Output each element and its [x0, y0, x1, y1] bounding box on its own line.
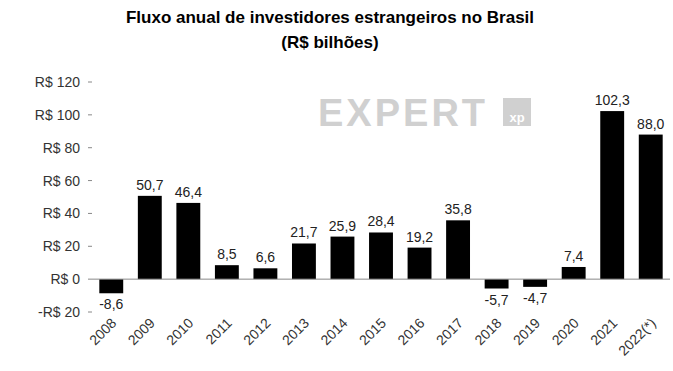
y-tick	[88, 246, 92, 247]
x-tick-label: 2008	[86, 315, 119, 348]
x-tick-label: 2015	[356, 315, 389, 348]
title: Fluxo anual de investidores estrangeiros…	[126, 8, 534, 27]
data-label: -4,7	[523, 290, 547, 306]
x-tick-label: 2022(*)	[615, 315, 659, 359]
bar	[253, 268, 277, 279]
y-tick	[88, 114, 92, 115]
bar	[99, 279, 123, 293]
bar	[446, 220, 470, 279]
data-label: 6,6	[256, 249, 276, 265]
x-tick-label: 2021	[587, 315, 620, 348]
y-tick	[88, 279, 92, 280]
y-tick-label: R$ 100	[35, 107, 80, 123]
x-tick-label: 2016	[394, 315, 427, 348]
y-tick	[88, 147, 92, 148]
x-tick-label: 2010	[163, 315, 196, 348]
data-label: -8,6	[99, 296, 123, 312]
bar	[215, 265, 239, 279]
data-label: 21,7	[290, 224, 317, 240]
data-label: 19,2	[406, 229, 433, 245]
data-label: 35,8	[444, 201, 471, 217]
x-tick-label: 2020	[548, 315, 581, 348]
y-tick	[88, 82, 92, 83]
data-label: 88,0	[637, 116, 664, 132]
chart: Fluxo anual de investidores estrangeiros…	[0, 0, 673, 371]
bar	[292, 243, 316, 279]
bar	[138, 196, 162, 279]
bar	[639, 135, 663, 280]
x-tick-label: 2014	[317, 315, 350, 348]
data-label: 8,5	[217, 246, 237, 262]
y-tick-label: -R$ 20	[38, 304, 80, 320]
watermark: EXPERT	[318, 92, 488, 134]
bar	[408, 248, 432, 280]
x-axis	[92, 279, 670, 280]
bar	[562, 267, 586, 279]
bar	[485, 279, 509, 288]
bars	[99, 111, 662, 293]
data-label: 25,9	[329, 218, 356, 234]
bar	[176, 203, 200, 279]
bar	[523, 279, 547, 287]
data-label: -5,7	[485, 292, 509, 308]
bar	[600, 111, 624, 279]
x-tick-label: 2017	[433, 315, 466, 348]
x-tick-label: 2009	[125, 315, 158, 348]
data-label: 7,4	[564, 248, 584, 264]
y-tick-label: R$ 120	[35, 74, 80, 90]
x-tick-label: 2019	[510, 315, 543, 348]
y-tick-label: R$ 80	[43, 140, 81, 156]
x-tick-label: 2011	[202, 315, 235, 348]
subtitle: (R$ bilhões)	[281, 33, 378, 52]
y-tick-label: R$ 60	[43, 173, 81, 189]
data-label: 102,3	[595, 92, 630, 108]
data-label: 28,4	[367, 213, 394, 229]
x-tick-label: 2018	[471, 315, 504, 348]
y-tick	[88, 213, 92, 214]
x-tick-label: 2013	[279, 315, 312, 348]
y-tick-label: R$ 20	[43, 238, 81, 254]
bar	[331, 237, 355, 280]
watermark-logo: xp	[509, 110, 524, 125]
y-tick-label: R$ 40	[43, 205, 81, 221]
y-tick	[88, 312, 92, 313]
watermark-box	[503, 98, 531, 126]
data-label: 50,7	[136, 177, 163, 193]
y-tick	[88, 180, 92, 181]
y-tick-label: R$ 0	[50, 271, 80, 287]
x-tick-label: 2012	[240, 315, 273, 348]
data-label: 46,4	[175, 184, 202, 200]
bar	[369, 232, 393, 279]
